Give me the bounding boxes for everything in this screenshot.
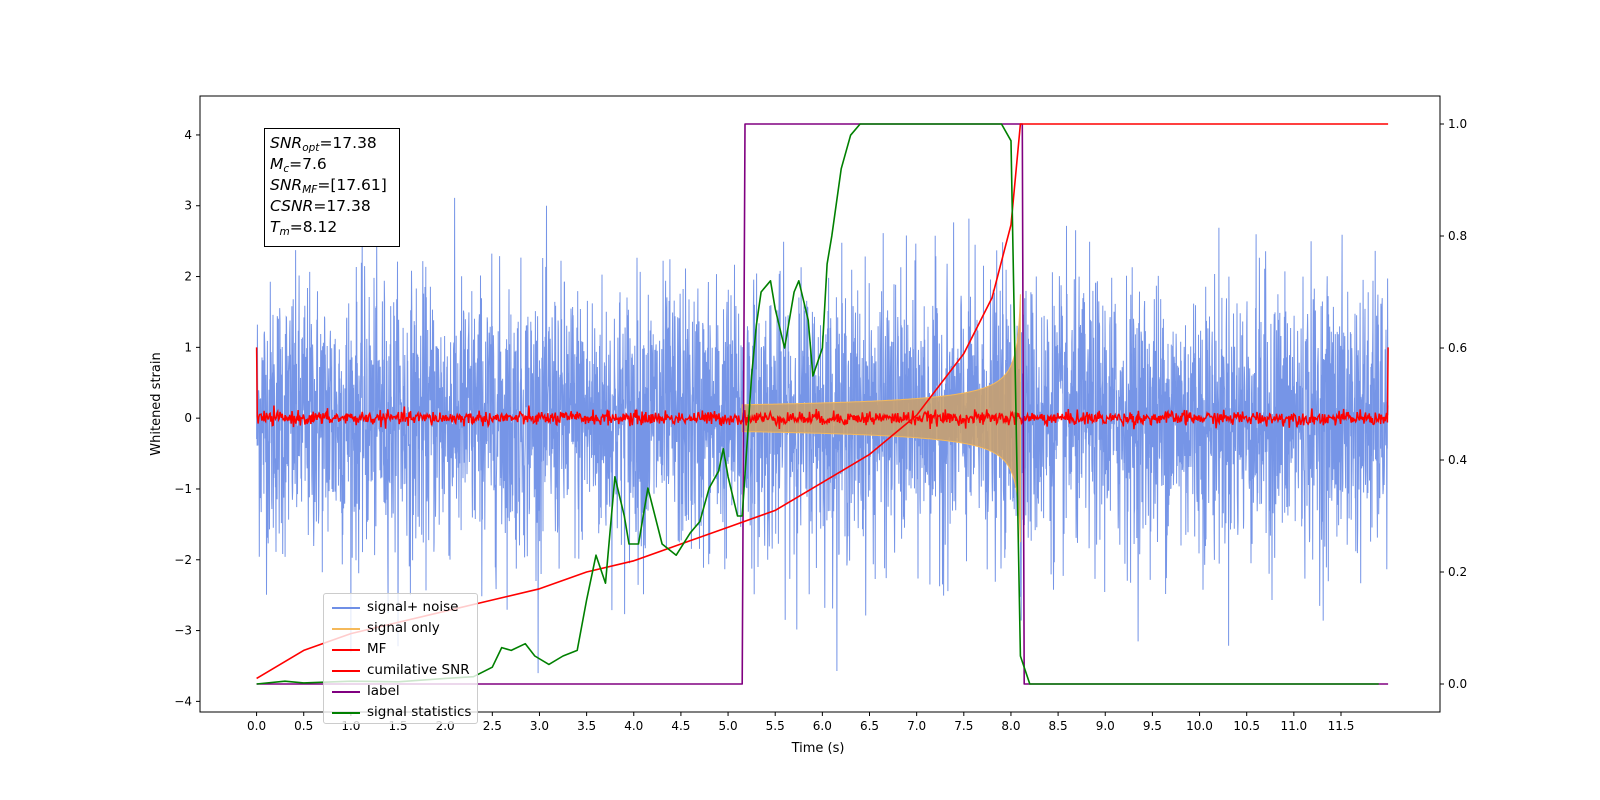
legend-label: signal only bbox=[367, 620, 440, 636]
y-tick-label-left: −4 bbox=[174, 694, 192, 708]
x-tick-label: 4.0 bbox=[624, 719, 643, 733]
tm-value: =8.12 bbox=[289, 218, 338, 236]
y-tick-label-left: 4 bbox=[184, 128, 192, 142]
mc-value: =7.6 bbox=[289, 155, 327, 173]
csnr-base: CSNR bbox=[270, 197, 314, 215]
legend-entry-mf: MF bbox=[324, 639, 477, 660]
y-axis-label: Whitened strain bbox=[149, 352, 164, 455]
y-tick-label-left: 0 bbox=[184, 411, 192, 425]
x-tick-label: 0.0 bbox=[247, 719, 266, 733]
x-tick-label: 5.0 bbox=[719, 719, 738, 733]
legend-entry-signal-only: signal only bbox=[324, 618, 477, 639]
series-mf bbox=[255, 347, 1389, 430]
annotation-box: SNRopt=17.38 Mc=7.6 SNRMF=[17.61] CSNR=1… bbox=[264, 128, 400, 247]
snr-opt-base: SNR bbox=[270, 134, 303, 152]
x-tick-label: 10.5 bbox=[1233, 719, 1260, 733]
x-axis-label: Time (s) bbox=[791, 741, 845, 756]
y-tick-label-left: −2 bbox=[174, 553, 192, 567]
y-tick-label-right: 0.4 bbox=[1448, 453, 1467, 467]
legend-entry-signal-noise: signal+ noise bbox=[324, 597, 477, 618]
y-tick-label-right: 1.0 bbox=[1448, 117, 1467, 131]
x-tick-label: 7.5 bbox=[954, 719, 973, 733]
axes-frame bbox=[199, 95, 1441, 713]
y-tick-label-left: −3 bbox=[174, 624, 192, 638]
legend-label: MF bbox=[367, 641, 387, 657]
csnr-value: =17.38 bbox=[313, 197, 371, 215]
legend-entry-label: label bbox=[324, 681, 477, 702]
snr-mf-base: SNR bbox=[270, 176, 303, 194]
x-tick-label: 9.5 bbox=[1143, 719, 1162, 733]
x-tick-label: 11.0 bbox=[1280, 719, 1307, 733]
y-tick-label-right: 0.8 bbox=[1448, 229, 1467, 243]
legend-label: label bbox=[367, 683, 400, 699]
x-tick-label: 9.0 bbox=[1096, 719, 1115, 733]
y-tick-label-right: 0.0 bbox=[1448, 677, 1467, 691]
y-tick-label-left: −1 bbox=[174, 482, 192, 496]
y-tick-label-right: 0.2 bbox=[1448, 565, 1467, 579]
mc-sub: c bbox=[283, 163, 290, 175]
snr-opt-sub: opt bbox=[302, 142, 320, 154]
x-tick-label: 6.5 bbox=[860, 719, 879, 733]
snr-mf-sub: MF bbox=[302, 184, 318, 196]
snr-mf-line: SNRMF=[17.61] bbox=[270, 175, 399, 196]
y-tick-label-left: 2 bbox=[184, 270, 192, 284]
x-tick-label: 4.5 bbox=[671, 719, 690, 733]
y-tick-label-right: 0.6 bbox=[1448, 341, 1467, 355]
mc-line: Mc=7.6 bbox=[270, 154, 399, 175]
legend-swatch bbox=[332, 649, 360, 651]
tm-base: T bbox=[270, 218, 280, 236]
legend-swatch bbox=[332, 607, 360, 609]
axes: 0.0 0.5 1.0 1.5 2.0 2.5 3.0 3.5 4.0 4.5 5.0 5.5 6.0 6… bbox=[174, 117, 1467, 733]
x-tick-label: 10.0 bbox=[1186, 719, 1213, 733]
snr-opt-line: SNRopt=17.38 bbox=[270, 133, 399, 154]
tm-line: Tm=8.12 bbox=[270, 217, 399, 238]
x-tick-label: 6.0 bbox=[813, 719, 832, 733]
x-tick-label: 7.0 bbox=[907, 719, 926, 733]
y-tick-label-left: 1 bbox=[184, 340, 192, 354]
snr-opt-value: =17.38 bbox=[319, 134, 377, 152]
legend-swatch bbox=[332, 670, 360, 672]
x-tick-label: 8.5 bbox=[1049, 719, 1068, 733]
y-tick-label-left: 3 bbox=[184, 199, 192, 213]
snr-mf-value: =[17.61] bbox=[317, 176, 387, 194]
legend-label: signal statistics bbox=[367, 704, 472, 720]
legend-swatch bbox=[332, 712, 360, 714]
x-tick-label: 5.5 bbox=[766, 719, 785, 733]
legend-label: cumilative SNR bbox=[367, 662, 470, 678]
x-tick-label: 8.0 bbox=[1001, 719, 1020, 733]
x-tick-label: 11.5 bbox=[1328, 719, 1355, 733]
legend: signal+ noise signal only MF cumilative … bbox=[323, 593, 478, 724]
x-tick-label: 2.5 bbox=[483, 719, 502, 733]
legend-entry-cumulative-snr: cumilative SNR bbox=[324, 660, 477, 681]
series-signal-statistics bbox=[256, 123, 1379, 685]
x-tick-label: 3.5 bbox=[577, 719, 596, 733]
legend-entry-signal-statistics: signal statistics bbox=[324, 702, 477, 723]
x-tick-label: 3.0 bbox=[530, 719, 549, 733]
legend-label: signal+ noise bbox=[367, 599, 459, 615]
tm-sub: m bbox=[279, 226, 290, 238]
mc-base: M bbox=[270, 155, 284, 173]
legend-swatch bbox=[332, 691, 360, 693]
legend-swatch bbox=[332, 628, 360, 630]
x-tick-label: 0.5 bbox=[294, 719, 313, 733]
csnr-line: CSNR=17.38 bbox=[270, 196, 399, 217]
